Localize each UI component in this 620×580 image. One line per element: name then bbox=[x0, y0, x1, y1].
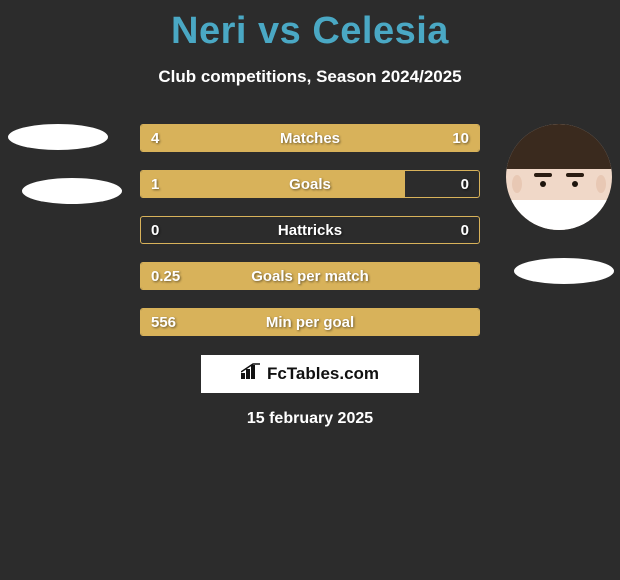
brand-box: FcTables.com bbox=[200, 354, 420, 394]
bar-label: Goals per match bbox=[141, 263, 479, 289]
date-text: 15 february 2025 bbox=[0, 410, 620, 428]
page-title: Neri vs Celesia bbox=[0, 0, 620, 53]
stat-bar: 556 Min per goal bbox=[140, 308, 480, 336]
stat-bar: 0 Hattricks 0 bbox=[140, 216, 480, 244]
bar-value-right: 0 bbox=[461, 171, 469, 197]
brand-text: FcTables.com bbox=[267, 364, 379, 384]
bar-value-right: 10 bbox=[452, 125, 469, 151]
bar-label: Matches bbox=[141, 125, 479, 151]
right-avatar bbox=[506, 124, 612, 230]
page-subtitle: Club competitions, Season 2024/2025 bbox=[0, 67, 620, 87]
bar-label: Min per goal bbox=[141, 309, 479, 335]
stat-bar: 1 Goals 0 bbox=[140, 170, 480, 198]
left-avatar-ellipse-1 bbox=[8, 124, 108, 150]
stat-bars: 4 Matches 10 1 Goals 0 0 Hattricks 0 0.2… bbox=[140, 124, 480, 354]
right-avatar-ellipse bbox=[514, 258, 614, 284]
bar-value-right: 0 bbox=[461, 217, 469, 243]
bar-label: Hattricks bbox=[141, 217, 479, 243]
left-avatar-ellipse-2 bbox=[22, 178, 122, 204]
bar-label: Goals bbox=[141, 171, 479, 197]
avatar-face bbox=[506, 124, 612, 230]
brand-icon bbox=[241, 363, 261, 384]
stat-bar: 4 Matches 10 bbox=[140, 124, 480, 152]
stat-bar: 0.25 Goals per match bbox=[140, 262, 480, 290]
